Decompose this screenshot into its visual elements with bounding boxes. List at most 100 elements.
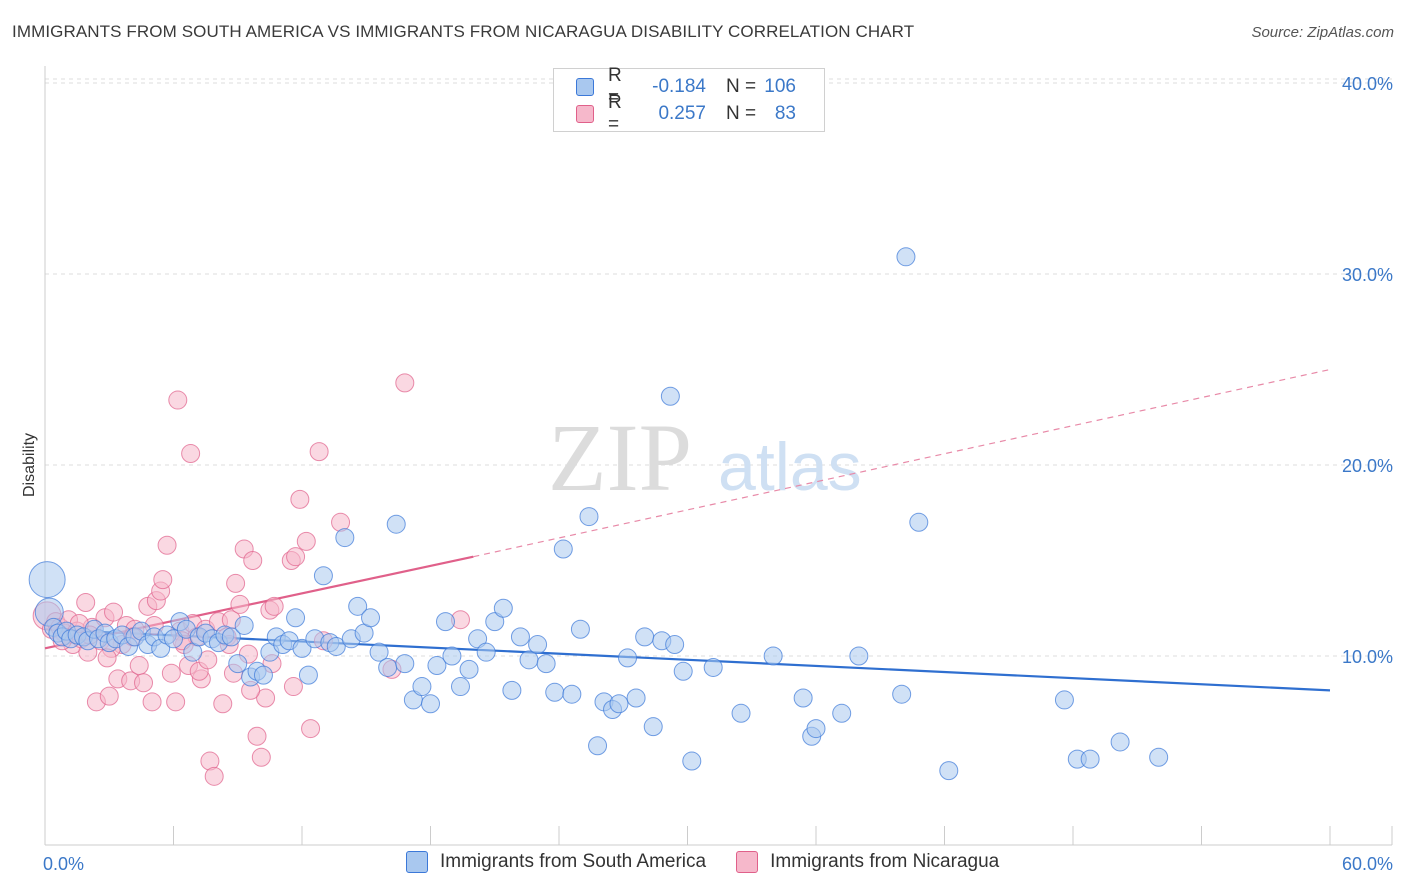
point-nicaragua — [230, 594, 250, 614]
point-south-america — [635, 627, 655, 647]
point-south-america — [643, 717, 663, 737]
y-tick-label: 30.0% — [1342, 265, 1393, 285]
point-south-america — [609, 694, 629, 714]
point-south-america — [476, 642, 496, 662]
series-south-america — [28, 247, 1169, 781]
point-nicaragua — [142, 692, 162, 712]
x-tick-label: 0.0% — [43, 854, 84, 874]
point-nicaragua — [166, 692, 186, 712]
point-nicaragua — [168, 390, 188, 410]
legend-label-nicaragua: Immigrants from Nicaragua — [770, 851, 1000, 872]
point-nicaragua — [157, 535, 177, 555]
point-south-america — [1080, 749, 1100, 769]
point-south-america — [682, 751, 702, 771]
point-south-america — [570, 619, 590, 639]
legend-swatch-south-america — [406, 851, 428, 873]
legend-swatch-pink — [576, 105, 594, 123]
point-nicaragua — [243, 551, 263, 570]
point-south-america — [253, 665, 273, 685]
point-south-america — [1110, 732, 1130, 752]
point-south-america — [427, 656, 447, 676]
point-nicaragua — [395, 373, 415, 393]
point-nicaragua — [213, 694, 233, 714]
point-nicaragua — [301, 719, 321, 739]
point-nicaragua — [296, 531, 316, 551]
point-south-america — [369, 642, 389, 662]
chart-title: IMMIGRANTS FROM SOUTH AMERICA VS IMMIGRA… — [12, 22, 915, 41]
point-south-america — [286, 608, 306, 628]
point-nicaragua — [153, 570, 173, 590]
point-nicaragua — [251, 747, 271, 767]
watermark-zip: ZIP — [548, 404, 692, 511]
point-nicaragua — [99, 686, 119, 706]
point-nicaragua — [161, 663, 181, 683]
point-south-america — [665, 635, 685, 655]
point-south-america — [221, 627, 241, 647]
legend-item-nicaragua[interactable]: Immigrants from Nicaragua — [736, 851, 999, 873]
point-south-america — [763, 646, 783, 666]
point-south-america — [588, 736, 608, 756]
point-south-america — [502, 680, 522, 700]
point-south-america — [450, 677, 470, 697]
point-nicaragua — [290, 489, 310, 509]
point-south-america — [234, 615, 254, 635]
tick-labels: 10.0% 20.0% 30.0% 40.0% 0.0% 60.0% Disability — [21, 74, 1393, 874]
point-south-america — [164, 629, 183, 649]
point-nicaragua — [264, 596, 284, 616]
point-south-america — [298, 665, 318, 685]
point-nicaragua — [286, 547, 306, 567]
point-nicaragua — [204, 766, 224, 786]
legend-n-label: N = — [726, 76, 757, 97]
y-tick-label: 40.0% — [1342, 74, 1393, 94]
point-nicaragua — [247, 726, 267, 746]
legend-n-label: N = — [726, 103, 757, 124]
point-south-america — [703, 657, 723, 677]
point-south-america — [731, 703, 751, 723]
point-south-america — [228, 654, 248, 674]
series-legend: Immigrants from South America Immigrants… — [406, 851, 1029, 873]
point-nicaragua — [309, 442, 329, 462]
point-south-america — [892, 684, 912, 704]
x-tick-label: 60.0% — [1342, 854, 1393, 874]
point-nicaragua — [198, 650, 218, 670]
point-south-america — [618, 648, 638, 668]
point-nicaragua — [104, 602, 124, 622]
point-south-america — [361, 608, 381, 628]
legend-row-pink: R = 0.257 N = 83 — [576, 92, 796, 135]
series-nicaragua — [32, 373, 470, 786]
point-south-america — [896, 247, 916, 267]
point-south-america — [493, 598, 513, 618]
legend-n-value: 83 — [774, 103, 796, 124]
point-south-america — [579, 507, 599, 527]
point-south-america — [442, 646, 462, 666]
point-south-america — [313, 566, 333, 586]
legend-r-value: -0.184 — [652, 76, 706, 97]
grid-lines — [45, 78, 1392, 657]
trend-line-nicaragua-extension — [473, 368, 1331, 558]
legend-swatch-nicaragua — [736, 851, 759, 873]
watermark: ZIP atlas — [548, 404, 862, 511]
chart-source: Source: ZipAtlas.com — [1251, 24, 1394, 41]
legend-r-label: R = — [608, 92, 622, 135]
point-south-america — [1054, 690, 1074, 710]
legend-swatch-blue — [576, 78, 594, 96]
point-south-america — [335, 528, 355, 548]
legend-item-south-america[interactable]: Immigrants from South America — [406, 851, 706, 873]
point-south-america — [510, 627, 530, 647]
point-south-america — [536, 654, 556, 674]
point-south-america — [806, 719, 826, 739]
point-south-america — [421, 694, 440, 714]
point-south-america — [326, 636, 346, 656]
point-south-america — [386, 514, 406, 534]
trend-line-south-america — [44, 628, 1331, 692]
watermark-atlas: atlas — [718, 429, 862, 505]
legend-r-value: 0.257 — [658, 103, 706, 124]
legend-label-south-america: Immigrants from South America — [440, 851, 707, 872]
point-south-america — [468, 629, 488, 649]
point-nicaragua — [283, 677, 303, 697]
point-south-america — [435, 612, 455, 632]
point-nicaragua — [181, 444, 201, 464]
point-south-america — [673, 661, 693, 681]
y-tick-label: 10.0% — [1342, 647, 1393, 667]
